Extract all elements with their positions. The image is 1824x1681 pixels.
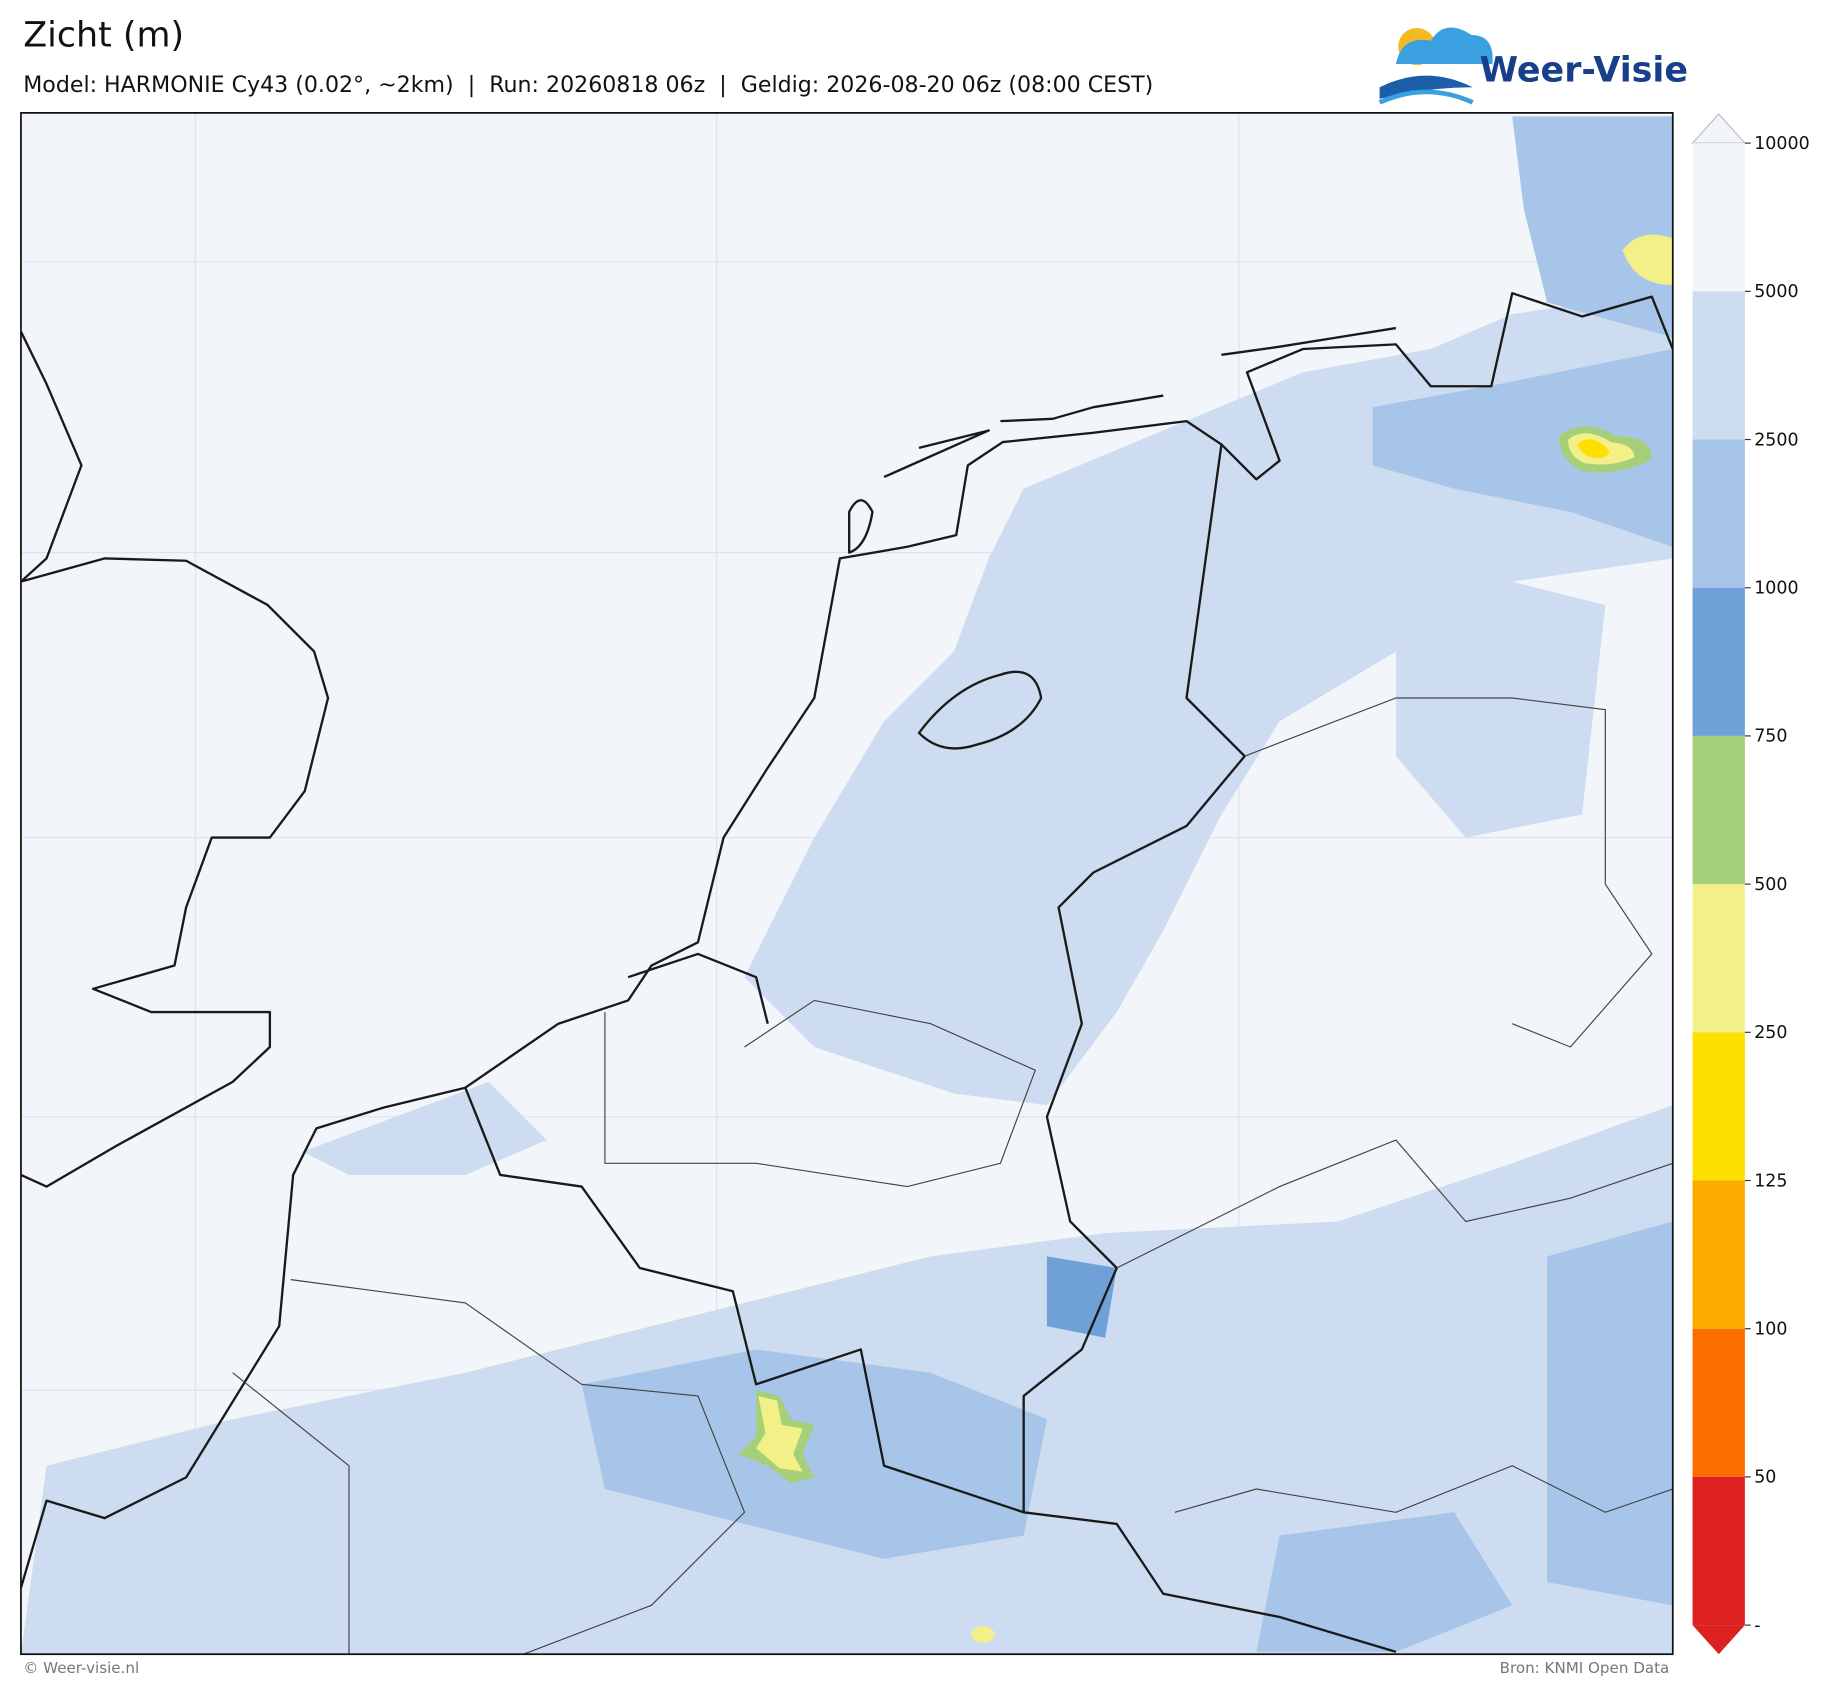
title: Zicht (m) [23,16,184,56]
colorbar-label: 125 [1754,1171,1787,1191]
colorbar-label: 750 [1754,727,1787,747]
colorbar-band [1692,439,1745,588]
colorbar-band [1692,587,1745,736]
colorbar-label: 10000 [1754,134,1809,154]
colorbar-label: 1000 [1754,579,1798,599]
footer-right: Bron: KNMI Open Data [1500,1659,1670,1677]
colorbar-band [1692,884,1745,1033]
visibility-field [20,116,1673,1655]
colorbar-band [1692,143,1745,292]
subtitle: Model: HARMONIE Cy43 (0.02°, ~2km) | Run… [23,72,1153,98]
colorbar-label: 2500 [1754,430,1798,450]
colorbar-label: 100 [1754,1320,1787,1340]
map [20,112,1674,1656]
colorbar-label: 250 [1754,1023,1787,1043]
colorbar-extend-top [1691,113,1747,144]
colorbar-band [1692,1328,1745,1477]
colorbar-extend-bottom [1692,1625,1745,1655]
colorbar-band [1692,1180,1745,1329]
logo-text: Weer-Visie [1480,50,1688,90]
logo: Weer-Visie [1378,27,1688,105]
colorbar-band [1692,1476,1745,1626]
footer-left: © Weer-visie.nl [23,1659,139,1677]
colorbar-band [1692,735,1745,885]
colorbar-label: 500 [1754,875,1787,895]
colorbar-band [1692,291,1745,440]
coastlines [20,292,1673,1589]
colorbar-band [1692,1032,1745,1181]
colorbar-label: 50 [1754,1468,1776,1488]
borders [232,444,1673,1655]
colorbar: 10000 5000 2500 1000 750 500 250 125 100 50 - [1691,113,1810,1655]
colorbar-label: - [1754,1616,1760,1636]
colorbar-label: 5000 [1754,282,1798,302]
